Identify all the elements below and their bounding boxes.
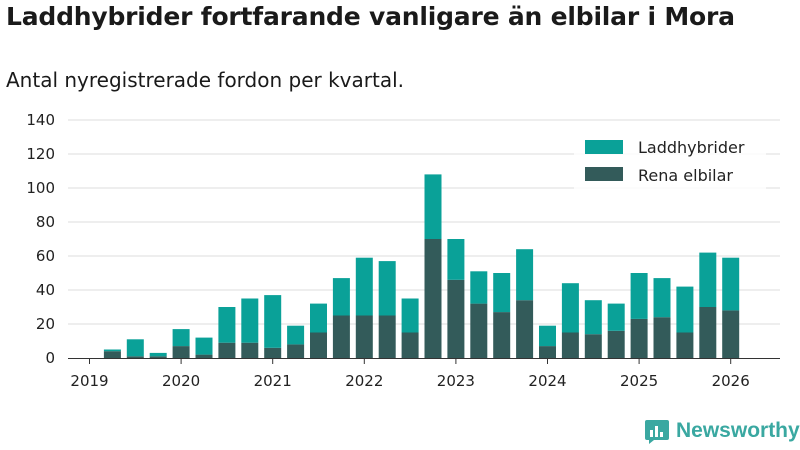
legend-swatch-laddhybrider — [585, 140, 623, 154]
y-tick-label: 20 — [36, 315, 55, 333]
x-tick-label: 2026 — [712, 372, 750, 390]
bar-rena-elbilar — [218, 342, 236, 358]
bar-rena-elbilar — [126, 356, 144, 358]
bar-rena-elbilar — [470, 303, 488, 358]
bar-rena-elbilar — [561, 332, 579, 358]
legend-label-rena-elbilar: Rena elbilar — [638, 166, 733, 185]
y-tick-label: 120 — [26, 145, 55, 163]
x-tick-label: 2019 — [70, 372, 108, 390]
bar-laddhybrider — [355, 257, 373, 316]
bar-rena-elbilar — [722, 310, 740, 358]
x-tick-label: 2023 — [437, 372, 475, 390]
bar-rena-elbilar — [630, 318, 648, 358]
bar-laddhybrider — [493, 273, 511, 313]
bar-laddhybrider — [264, 295, 282, 348]
bar-laddhybrider — [332, 278, 350, 316]
bar-rena-elbilar — [447, 279, 465, 358]
bar-laddhybrider — [699, 252, 717, 307]
x-tick-label: 2024 — [528, 372, 566, 390]
bar-laddhybrider — [516, 249, 534, 301]
chart-title: Laddhybrider fortfarande vanligare än el… — [6, 2, 735, 31]
legend-label-laddhybrider: Laddhybrider — [638, 138, 745, 157]
bar-laddhybrider — [561, 283, 579, 333]
bar-laddhybrider — [470, 271, 488, 304]
bar-rena-elbilar — [287, 344, 305, 358]
brand-name: Newsworthy — [676, 419, 800, 442]
y-tick-label: 40 — [36, 281, 55, 299]
bar-rena-elbilar — [172, 346, 190, 358]
y-tick-label: 80 — [36, 213, 55, 231]
bar-rena-elbilar — [699, 307, 717, 358]
bar-laddhybrider — [424, 174, 442, 239]
bar-laddhybrider — [584, 300, 602, 335]
bar-rena-elbilar — [149, 356, 167, 358]
bar-rena-elbilar — [378, 315, 396, 358]
bar-laddhybrider — [447, 239, 465, 280]
newsworthy-logo-icon — [645, 420, 669, 444]
bar-laddhybrider — [676, 286, 694, 333]
bar-rena-elbilar — [355, 315, 373, 358]
legend-swatch-rena-elbilar — [585, 167, 623, 181]
bar-laddhybrider — [310, 303, 327, 333]
bar-laddhybrider — [195, 337, 213, 355]
bar-laddhybrider — [378, 261, 396, 316]
bar-laddhybrider — [722, 257, 740, 311]
x-tick-label: 2021 — [254, 372, 292, 390]
bar-rena-elbilar — [676, 332, 694, 358]
x-tick-label: 2022 — [345, 372, 383, 390]
bar-rena-elbilar — [516, 300, 534, 358]
bar-rena-elbilar — [653, 317, 671, 358]
bar-rena-elbilar — [584, 334, 602, 358]
bar-rena-elbilar — [607, 330, 625, 358]
bar-rena-elbilar — [401, 332, 419, 358]
y-tick-label: 140 — [26, 111, 55, 129]
bar-rena-elbilar — [195, 354, 213, 358]
x-tick-label: 2025 — [620, 372, 658, 390]
y-axis-ticks: 0 20 40 60 80 100 120 140 — [26, 111, 55, 367]
bar-rena-elbilar — [332, 315, 350, 358]
y-tick-label: 0 — [45, 349, 55, 367]
bar-laddhybrider — [653, 278, 671, 318]
bar-rena-elbilar — [539, 346, 556, 358]
bars — [103, 174, 740, 358]
bar-rena-elbilar — [103, 351, 121, 358]
bar-laddhybrider — [401, 298, 419, 333]
x-axis-ticks: 2019 2020 2021 2022 2023 2024 2025 2026 — [70, 359, 750, 390]
brand: Newsworthy — [644, 418, 800, 444]
bar-laddhybrider — [149, 352, 167, 357]
x-tick-label: 2020 — [162, 372, 200, 390]
bar-laddhybrider — [539, 325, 556, 347]
bar-laddhybrider — [172, 329, 190, 347]
y-tick-label: 100 — [26, 179, 55, 197]
chart-subtitle: Antal nyregistrerade fordon per kvartal. — [6, 68, 405, 92]
bar-laddhybrider — [287, 325, 305, 345]
bar-rena-elbilar — [310, 332, 327, 358]
legend: Laddhybrider Rena elbilar — [574, 131, 766, 191]
bar-laddhybrider — [607, 303, 625, 331]
bar-laddhybrider — [103, 349, 121, 352]
bar-laddhybrider — [630, 273, 648, 319]
bar-laddhybrider — [241, 298, 259, 343]
bar-rena-elbilar — [241, 342, 259, 358]
bar-laddhybrider — [218, 307, 236, 343]
bar-rena-elbilar — [493, 312, 511, 358]
y-tick-label: 60 — [36, 247, 55, 265]
bar-laddhybrider — [126, 339, 144, 357]
bar-rena-elbilar — [424, 239, 442, 358]
bar-rena-elbilar — [264, 347, 282, 358]
